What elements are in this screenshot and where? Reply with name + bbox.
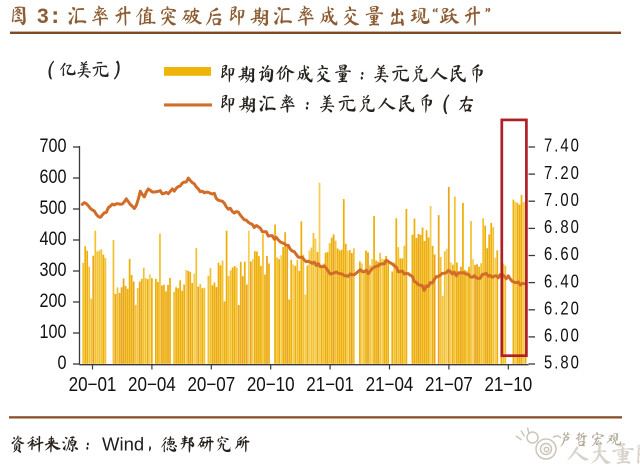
svg-text:21−04: 21−04 bbox=[366, 373, 414, 396]
svg-text:7.40: 7.40 bbox=[544, 135, 581, 156]
svg-text:200: 200 bbox=[40, 290, 67, 312]
svg-text:7.00: 7.00 bbox=[544, 189, 581, 210]
svg-text:600: 600 bbox=[40, 166, 67, 188]
svg-text:Wind: Wind bbox=[102, 434, 144, 455]
svg-text:100: 100 bbox=[40, 321, 67, 343]
svg-text:20−07: 20−07 bbox=[187, 373, 235, 396]
svg-text:400: 400 bbox=[40, 228, 67, 250]
svg-text:0: 0 bbox=[58, 352, 67, 374]
svg-text:6.80: 6.80 bbox=[544, 217, 581, 238]
svg-text:21−07: 21−07 bbox=[425, 373, 473, 396]
svg-text:20−04: 20−04 bbox=[128, 373, 176, 396]
svg-text:300: 300 bbox=[40, 259, 67, 281]
svg-text:6.60: 6.60 bbox=[544, 244, 581, 265]
svg-text:700: 700 bbox=[40, 135, 67, 157]
svg-text:6.40: 6.40 bbox=[544, 271, 581, 292]
svg-text:500: 500 bbox=[40, 197, 67, 219]
svg-text:6.00: 6.00 bbox=[544, 325, 581, 346]
svg-text:21−01: 21−01 bbox=[306, 373, 354, 396]
svg-text:21−10: 21−10 bbox=[484, 373, 532, 396]
svg-text:3: 3 bbox=[37, 5, 49, 28]
svg-text:5.80: 5.80 bbox=[544, 352, 581, 373]
svg-text:6.20: 6.20 bbox=[544, 298, 581, 319]
svg-text:20−10: 20−10 bbox=[247, 373, 295, 396]
svg-text:20−01: 20−01 bbox=[69, 373, 117, 396]
svg-text:7.20: 7.20 bbox=[544, 162, 581, 183]
